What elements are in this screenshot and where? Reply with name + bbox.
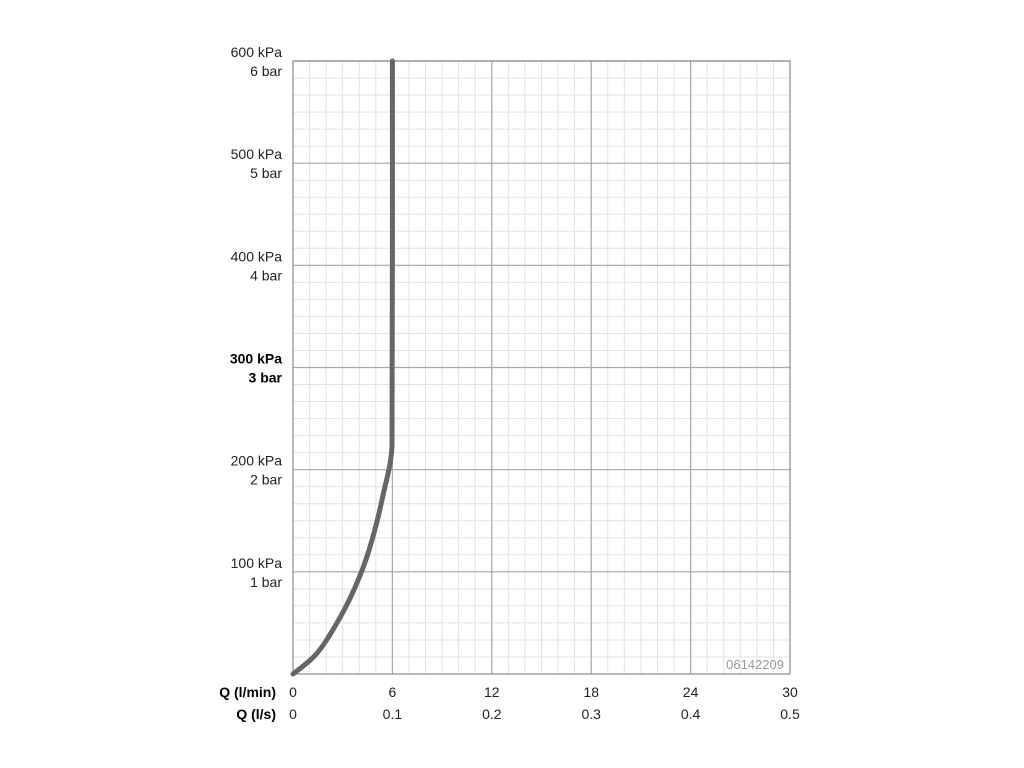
x-tick-label-ls: 0.3 — [581, 706, 601, 722]
x-tick-label-lmin: 6 — [389, 684, 397, 700]
y-tick-label-bar: 2 bar — [250, 472, 282, 488]
y-tick-label-bar: 3 bar — [249, 370, 283, 386]
y-tick-label-kpa: 100 kPa — [231, 555, 283, 571]
y-tick-label-bar: 5 bar — [250, 165, 282, 181]
x-tick-label-ls: 0.1 — [383, 706, 403, 722]
x-tick-label-ls: 0.5 — [780, 706, 800, 722]
y-tick-label-kpa: 400 kPa — [231, 248, 283, 264]
x-tick-label-ls: 0 — [289, 706, 297, 722]
y-tick-label-bar: 1 bar — [250, 574, 282, 590]
y-tick-label-kpa: 500 kPa — [231, 146, 283, 162]
x-tick-label-ls: 0.2 — [482, 706, 502, 722]
y-tick-label-kpa: 600 kPa — [231, 44, 283, 60]
y-tick-label-kpa: 300 kPa — [230, 351, 282, 367]
flow-curve — [290, 58, 395, 677]
y-axis-labels: 600 kPa 6 bar 500 kPa 5 bar 400 kPa 4 bar 300 … — [230, 44, 283, 590]
y-tick-label-kpa: 200 kPa — [231, 453, 283, 469]
x-tick-label-lmin: 18 — [583, 684, 599, 700]
x-tick-label-lmin: 30 — [782, 684, 798, 700]
x-axis-labels: 0 0 6 0.1 12 0.2 18 0.3 24 0.4 30 0.5 — [289, 684, 800, 722]
plot-border — [292, 60, 791, 675]
x-tick-label-lmin: 12 — [484, 684, 500, 700]
x-tick-label-ls: 0.4 — [681, 706, 701, 722]
x-axis-title-ls: Q (l/s) — [236, 706, 276, 722]
x-tick-label-lmin: 24 — [683, 684, 699, 700]
y-tick-label-bar: 4 bar — [250, 267, 282, 283]
x-axis-title-lmin: Q (l/min) — [219, 684, 276, 700]
y-tick-label-bar: 6 bar — [250, 63, 282, 79]
chart-code: 06142209 — [726, 657, 784, 672]
x-tick-label-lmin: 0 — [289, 684, 297, 700]
